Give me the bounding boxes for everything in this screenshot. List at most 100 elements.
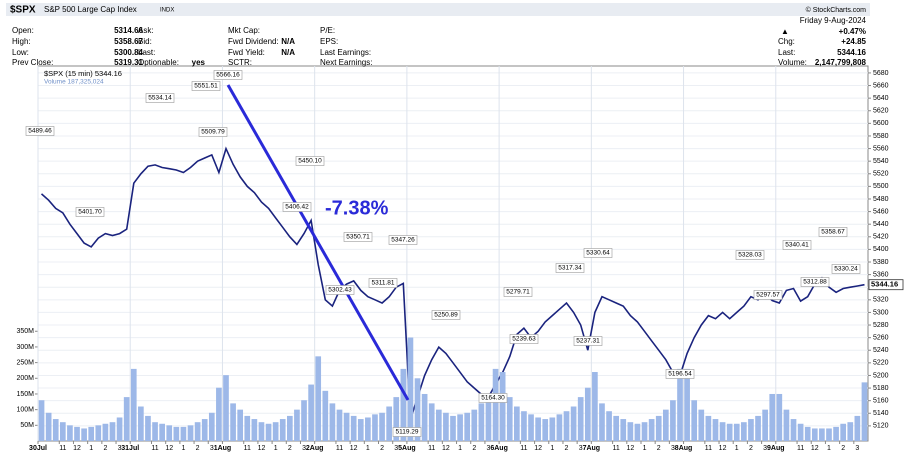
volume-bar	[145, 415, 151, 441]
y2-tick-label: 200M	[16, 375, 34, 382]
field-label: EPS:	[320, 37, 338, 46]
price-label-box	[782, 240, 812, 250]
last-price-label: 5344.16	[871, 280, 898, 289]
volume-bar	[130, 368, 137, 441]
x-tick-label: 12	[442, 445, 450, 452]
price-label-box	[478, 393, 508, 403]
volume-bar	[620, 419, 627, 441]
volume-bar	[627, 422, 634, 441]
date: Friday 9-Aug-2024	[800, 16, 867, 25]
volume-bar	[769, 393, 776, 441]
volume-bar	[230, 403, 236, 441]
volume-bar	[322, 390, 329, 441]
volume-bar	[180, 426, 187, 441]
field-label: Optionable:	[138, 58, 179, 67]
change-pct: +0.47%	[839, 27, 866, 36]
field-label: Last:	[138, 48, 155, 57]
y-tick-label: 5380	[873, 259, 889, 266]
y-tick-label: 5300	[873, 309, 889, 316]
price-label-box	[368, 278, 398, 288]
y-tick-label: 5620	[873, 108, 889, 115]
volume-bar	[237, 409, 244, 441]
price-label: 5347.26	[391, 237, 415, 244]
price-label: 5250.89	[434, 312, 458, 319]
x-tick-label: 1	[366, 445, 370, 452]
volume-bar	[776, 393, 783, 441]
volume-bar	[854, 415, 861, 441]
volume-bar	[315, 356, 322, 441]
volume-bar	[549, 417, 556, 441]
field-value: N/A	[281, 48, 295, 57]
y-tick-label: 5220	[873, 360, 889, 367]
volume-bar	[116, 417, 123, 441]
volume-bar	[74, 426, 80, 441]
x-day-label: 7Aug	[583, 445, 601, 452]
volume-bar	[528, 414, 534, 441]
y-tick-label: 5500	[873, 183, 889, 190]
price-label: 5401.70	[78, 209, 102, 216]
price-label-box	[198, 127, 228, 137]
x-tick-label: 2	[841, 445, 845, 452]
trend-line	[226, 84, 410, 401]
field-value: 5358.67	[114, 37, 143, 46]
field-value: 5344.16	[837, 48, 866, 57]
x-tick-label: 11	[336, 445, 343, 452]
x-tick-label: 12	[165, 445, 173, 452]
price-label: 5330.64	[586, 250, 610, 257]
price-label-box	[583, 248, 613, 258]
price-label-box	[343, 232, 373, 242]
volume-bar	[826, 428, 832, 441]
price-label-box	[25, 126, 55, 136]
field-value: 5314.66	[114, 26, 143, 35]
price-label: 5297.57	[756, 292, 780, 299]
price-label-box	[145, 93, 175, 103]
volume-bar	[733, 423, 740, 441]
price-label-box	[213, 70, 243, 80]
volume-bar	[67, 425, 73, 441]
x-tick-label: 2	[565, 445, 569, 452]
field-label: Ask:	[138, 26, 154, 35]
volume-bar	[152, 422, 158, 441]
price-label: 5340.41	[785, 242, 809, 249]
price-label: 5164.30	[481, 395, 505, 402]
volume-bar	[584, 387, 591, 441]
y2-tick-label: 50M	[20, 422, 34, 429]
price-label: 5302.43	[328, 287, 352, 294]
y2-tick-label: 300M	[16, 344, 34, 351]
volume-bar	[88, 426, 95, 441]
field-label: Open:	[12, 26, 34, 35]
y2-tick-label: 150M	[16, 391, 34, 398]
volume-bar	[592, 372, 598, 441]
x-tick-label: 3	[487, 445, 491, 452]
y-tick-label: 5580	[873, 133, 889, 140]
field-label: Next Earnings:	[320, 58, 372, 67]
volume-bar	[840, 423, 847, 441]
volume-bar	[797, 423, 804, 441]
volume-bar	[138, 406, 144, 441]
volume-bar	[755, 415, 761, 441]
volume-bar	[847, 422, 854, 441]
y-tick-label: 5600	[873, 120, 889, 127]
x-day-label: 5Aug	[398, 445, 416, 452]
x-tick-label: 11	[520, 445, 527, 452]
x-tick-label: 1	[89, 445, 93, 452]
volume-bar	[159, 423, 165, 441]
volume-bar	[109, 422, 116, 441]
volume-bar	[804, 426, 811, 441]
volume-bar	[272, 422, 279, 441]
field-label: High:	[12, 37, 31, 46]
x-tick-label: 11	[613, 445, 620, 452]
volume-bar	[819, 428, 825, 441]
y-tick-label: 5420	[873, 234, 889, 241]
symbol-name: S&P 500 Large Cap Index	[44, 5, 137, 14]
x-tick-label: 3	[118, 445, 122, 452]
volume-bar	[279, 419, 286, 441]
price-label-box	[735, 250, 765, 260]
price-label-box	[800, 277, 830, 287]
volume-bar	[244, 415, 251, 441]
y-tick-label: 5160	[873, 398, 889, 405]
volume-bar	[414, 378, 421, 441]
price-label: 5119.29	[395, 429, 418, 436]
volume-bar	[421, 393, 428, 441]
x-day-label: 30Jul	[29, 445, 47, 452]
